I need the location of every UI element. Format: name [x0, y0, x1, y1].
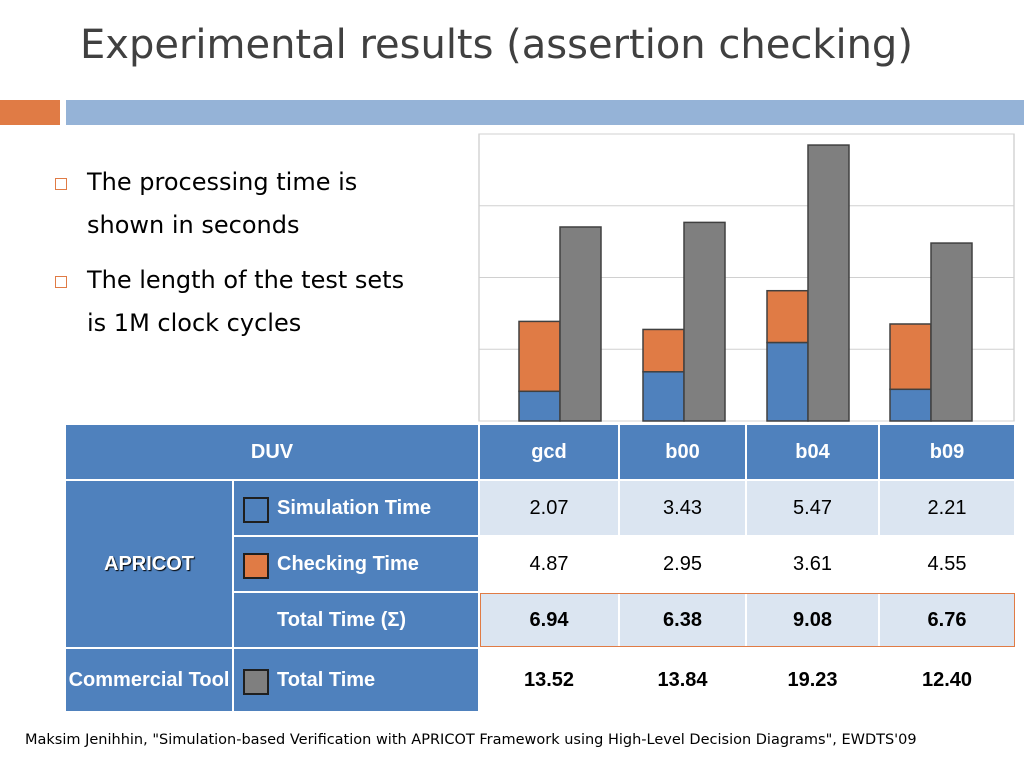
series-name-text: Total Time [277, 668, 376, 691]
value-cell: 2.95 [619, 536, 746, 592]
footer-citation: Maksim Jenihhin, "Simulation-based Verif… [25, 732, 917, 748]
table-header: DUV [65, 424, 479, 480]
value-cell: 2.07 [479, 480, 619, 536]
value-cell: 9.08 [746, 592, 879, 648]
bar [766, 289, 809, 344]
legend-swatch [243, 669, 269, 695]
slide-title: Experimental results (assertion checking… [80, 22, 913, 68]
value-cell: 13.52 [479, 648, 619, 712]
column-header: b04 [746, 424, 879, 480]
legend-swatch [243, 553, 269, 579]
value-cell: 5.47 [746, 480, 879, 536]
row-group: Commercial Tool [65, 648, 233, 712]
accent-bar [0, 100, 60, 125]
value-cell: 6.76 [879, 592, 1015, 648]
bar [889, 388, 932, 422]
value-cell: 19.23 [746, 648, 879, 712]
series-name: Simulation Time [233, 480, 479, 536]
accent-bar [66, 100, 1024, 125]
row-group: APRICOT [65, 480, 233, 648]
bar [807, 144, 850, 422]
legend-swatch [243, 497, 269, 523]
column-header: b09 [879, 424, 1015, 480]
value-cell: 6.94 [479, 592, 619, 648]
value-cell: 3.43 [619, 480, 746, 536]
bar [766, 341, 809, 422]
series-name-text: Total Time (Σ) [277, 608, 407, 631]
bullet-text: The processing time is shown in seconds [87, 168, 358, 239]
series-name-text: Simulation Time [277, 496, 432, 519]
series-name: Checking Time [233, 536, 479, 592]
series-name: Total Time [233, 648, 479, 712]
bar [889, 323, 932, 391]
bar [683, 221, 726, 422]
value-cell: 4.55 [879, 536, 1015, 592]
bar [930, 242, 973, 422]
bar [518, 390, 561, 422]
series-name: Total Time (Σ) [233, 592, 479, 648]
value-cell: 4.87 [479, 536, 619, 592]
series-name-text: Checking Time [277, 552, 419, 575]
bar [642, 328, 685, 373]
bullet-marker [55, 276, 67, 288]
column-header: b00 [619, 424, 746, 480]
column-header: gcd [479, 424, 619, 480]
bullet-marker [55, 178, 67, 190]
chart [478, 133, 1015, 422]
highlight-border [480, 593, 1015, 647]
bar [518, 320, 561, 393]
value-cell: 13.84 [619, 648, 746, 712]
bar [559, 226, 602, 422]
bar [642, 371, 685, 422]
value-cell: 3.61 [746, 536, 879, 592]
value-cell: 12.40 [879, 648, 1015, 712]
value-cell: 6.38 [619, 592, 746, 648]
value-cell: 2.21 [879, 480, 1015, 536]
bullet-text: The length of the test sets is 1M clock … [87, 266, 405, 337]
